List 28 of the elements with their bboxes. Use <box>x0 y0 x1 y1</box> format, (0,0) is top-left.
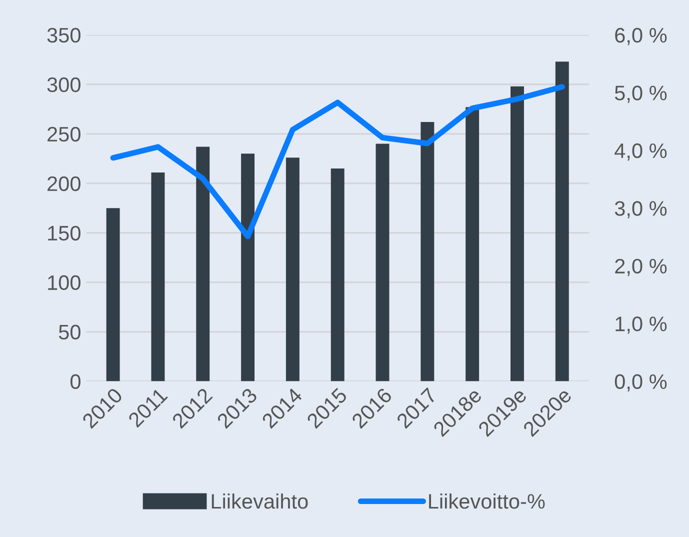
y2-tick-label: 0,0 % <box>614 374 667 392</box>
bar <box>106 208 120 382</box>
y-tick-label: 100 <box>48 275 80 290</box>
legend-label: Liikevaihto <box>212 493 308 509</box>
y2-tick-label: 3,0 % <box>614 201 667 218</box>
bar <box>466 107 480 382</box>
bar <box>151 172 165 382</box>
y2-tick-label: 1,0 % <box>616 316 667 334</box>
bar <box>196 146 210 382</box>
y-tick-label: 250 <box>48 126 80 142</box>
bar <box>286 158 300 382</box>
bar <box>420 122 434 382</box>
y-tick-label: 300 <box>47 77 80 92</box>
bar <box>376 144 390 382</box>
y2-tick-label: 4,0 % <box>614 143 667 161</box>
y-tick-label: 150 <box>48 226 80 241</box>
legend-label: Liikevoitto-% <box>429 493 545 509</box>
bar <box>241 154 255 382</box>
y-tick-label: 0 <box>70 374 80 390</box>
y2-tick-label: 6,0 % <box>615 28 667 46</box>
y-tick-label: 50 <box>58 324 80 340</box>
bar <box>555 62 569 382</box>
y2-tick-label: 2,0 % <box>615 258 667 276</box>
bar <box>510 86 524 382</box>
y-tick-label: 350 <box>47 28 80 43</box>
bar <box>330 168 344 382</box>
y-tick-label: 200 <box>48 176 80 192</box>
y2-tick-label: 5,0 % <box>614 86 667 103</box>
